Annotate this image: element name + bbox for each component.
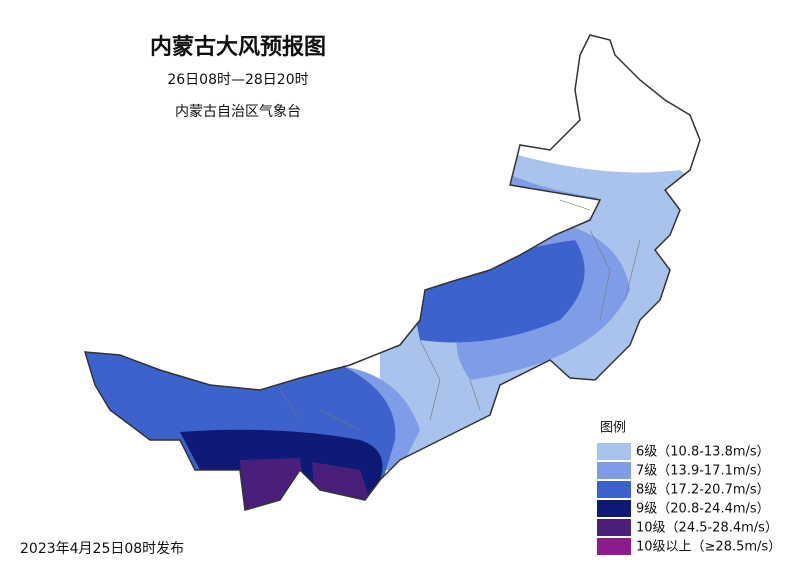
legend-swatch [597, 443, 631, 460]
legend-label: 6级（10.8-13.8m/s） [636, 445, 770, 460]
legend-swatch [597, 462, 631, 479]
zone-10 [240, 458, 305, 510]
issuer: 内蒙古自治区气象台 [175, 104, 301, 120]
district-borders [279, 199, 641, 431]
legend-swatch [597, 519, 631, 536]
legend-label: 10级以上（≥28.5m/s） [636, 540, 781, 555]
period: 26日08时—28日20时 [167, 72, 308, 88]
zone-8 [410, 240, 585, 343]
legend-label: 7级（13.9-17.1m/s） [636, 464, 770, 479]
legend: 图例 6级（10.8-13.8m/s） 7级（13.9-17.1m/s） 8级（17… [597, 421, 781, 555]
legend-title: 图例 [600, 421, 626, 436]
legend-swatch [597, 538, 631, 555]
legend-swatch [597, 500, 631, 517]
legend-label: 10级（24.5-28.4m/s） [636, 521, 778, 536]
map-title: 内蒙古大风预报图 [150, 34, 326, 60]
legend-label: 9级（20.8-24.4m/s） [636, 502, 770, 517]
issue-date: 2023年4月25日08时发布 [20, 541, 184, 557]
legend-label: 8级（17.2-20.7m/s） [636, 483, 770, 498]
legend-swatch [597, 481, 631, 498]
zone-10 [312, 462, 370, 500]
